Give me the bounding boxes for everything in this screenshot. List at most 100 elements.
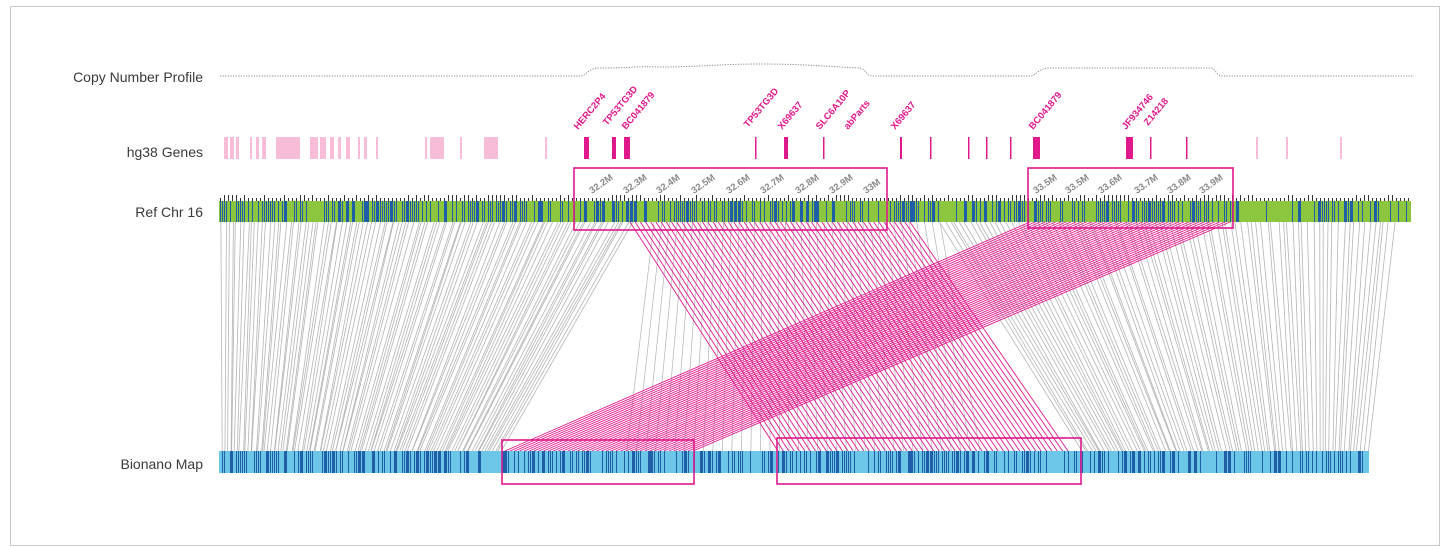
ref-tick-mark <box>688 198 689 201</box>
ref-tick-mark <box>1076 198 1077 201</box>
ref-label-site <box>1050 201 1051 222</box>
map-label-site <box>1330 451 1331 473</box>
map-label-site <box>340 451 341 473</box>
ref-tick-mark <box>644 198 645 201</box>
ref-tick-mark <box>664 195 665 201</box>
map-label-site <box>1082 451 1083 473</box>
ref-label-site <box>534 201 535 222</box>
ref-tick-mark <box>540 198 541 201</box>
ref-label-site <box>996 201 997 222</box>
ref-tick-mark <box>1052 195 1053 201</box>
ref-label-site <box>644 201 647 222</box>
alignment-line <box>447 222 553 451</box>
ref-tick-mark <box>608 198 609 201</box>
bionano-map-track <box>219 451 1369 473</box>
ref-tick-mark <box>556 198 557 201</box>
ref-label-site <box>930 201 931 222</box>
map-label-site <box>1346 451 1347 473</box>
gene-bar <box>425 137 427 159</box>
ref-tick-mark <box>1120 195 1121 201</box>
ref-label-site <box>300 201 301 222</box>
ref-tick-mark <box>900 195 901 201</box>
ref-tick-mark <box>1336 198 1337 201</box>
ref-label-site <box>1208 201 1209 222</box>
gene-bar <box>256 137 259 159</box>
ref-label-site <box>1168 201 1169 222</box>
ref-tick-mark <box>912 195 913 201</box>
ref-label-site <box>702 201 703 222</box>
ref-tick-mark <box>1168 195 1169 201</box>
ref-tick-mark <box>400 198 401 201</box>
map-label-site <box>446 451 447 473</box>
ref-label-site <box>600 201 601 222</box>
ref-tick-mark <box>1388 195 1389 201</box>
ref-label-site <box>732 201 733 222</box>
map-label-site <box>1350 451 1351 473</box>
map-label-site <box>538 451 539 473</box>
map-label-site <box>1292 451 1293 473</box>
ref-label-site <box>514 201 517 222</box>
map-label-site <box>354 451 355 473</box>
map-label-site <box>638 451 639 473</box>
gene-bar <box>968 137 970 159</box>
ref-tick-mark <box>1016 195 1017 201</box>
map-label-site <box>560 451 561 473</box>
alignment-line <box>358 222 421 451</box>
ref-label-site <box>506 201 507 222</box>
ref-tick-mark <box>592 198 593 201</box>
map-label-site <box>868 451 869 473</box>
map-label-site <box>1262 451 1263 473</box>
ref-label-site <box>676 201 677 222</box>
ref-tick-mark <box>1012 195 1013 201</box>
ref-tick-mark <box>1292 195 1293 201</box>
ref-tick-mark <box>1088 198 1089 201</box>
ref-label-site <box>1144 201 1145 222</box>
ref-label-site <box>850 201 851 222</box>
ref-tick-mark <box>1040 195 1041 201</box>
ref-label-site <box>404 201 405 222</box>
map-label-site <box>654 451 655 473</box>
ref-tick-mark <box>1304 198 1305 201</box>
ref-label-site <box>716 201 717 222</box>
map-label-site <box>240 451 241 473</box>
alignment-line <box>340 222 394 451</box>
ref-tick-mark <box>648 198 649 201</box>
ref-label-site <box>1020 201 1021 222</box>
ref-tick-mark <box>728 198 729 201</box>
map-label-site <box>652 451 653 473</box>
map-label-site <box>1174 451 1175 473</box>
ref-label-site <box>1160 201 1161 222</box>
map-label-site <box>994 451 995 473</box>
ref-tick-mark <box>792 198 793 201</box>
ref-label-site <box>1174 201 1175 222</box>
ref-tick-mark <box>1160 198 1161 201</box>
ref-tick-label: 32.6M <box>724 172 752 196</box>
ref-label-site <box>408 201 409 222</box>
map-label-site <box>682 451 683 473</box>
map-label-site <box>246 451 247 473</box>
ref-label-site <box>778 201 779 222</box>
gene-bar <box>230 137 234 159</box>
ref-tick-label: 32.8M <box>793 172 821 196</box>
ref-tick-mark <box>276 198 277 201</box>
ref-label-site <box>594 201 595 222</box>
map-label-site <box>728 451 729 473</box>
map-label-site <box>782 451 785 473</box>
map-label-site <box>1300 451 1301 473</box>
map-label-site <box>1040 451 1041 473</box>
gene-bar <box>236 137 239 159</box>
ref-label-site <box>1138 201 1139 222</box>
ref-label-site <box>786 201 787 222</box>
ref-tick-label: 32.5M <box>689 172 717 196</box>
ref-tick-mark <box>336 198 337 201</box>
map-label-site <box>1322 451 1323 473</box>
ref-tick-mark <box>1272 198 1273 201</box>
ref-tick-mark <box>488 195 489 201</box>
ref-tick-mark <box>324 198 325 201</box>
ref-label-site <box>1238 201 1239 222</box>
ref-label-site <box>482 201 483 222</box>
ref-tick-mark <box>1400 198 1401 201</box>
ref-tick-mark <box>1224 195 1225 201</box>
ref-label-site <box>1218 201 1219 222</box>
gene-bar <box>430 137 444 159</box>
